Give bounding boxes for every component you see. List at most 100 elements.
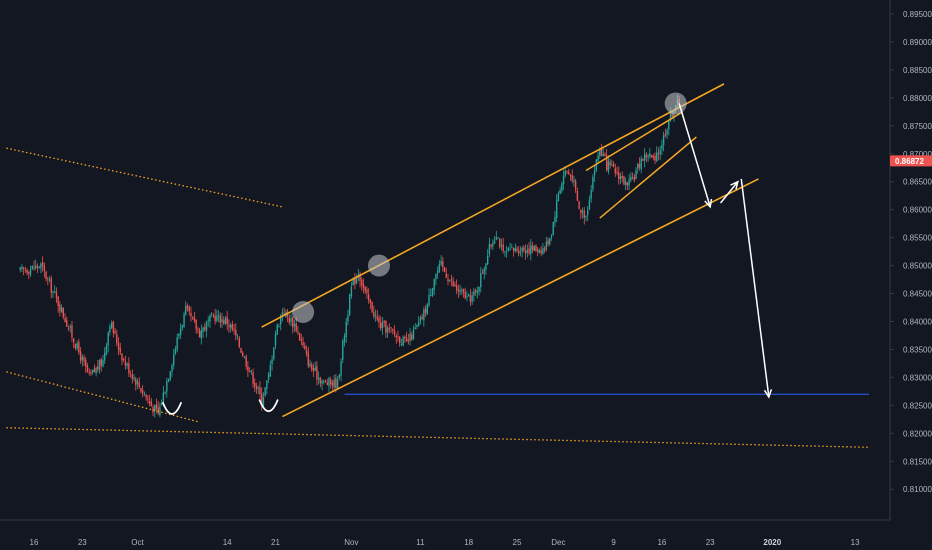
candle-body [355, 277, 358, 284]
time-axis[interactable]: 16 23 Oct 14 21 Nov 11 18 25 Dec 9 16 23 2020 13 [30, 538, 861, 547]
candle-body [198, 330, 201, 338]
candle-body [438, 264, 441, 272]
candle-body [537, 249, 539, 252]
candle-body [269, 364, 272, 377]
candle-body [223, 320, 225, 324]
candle-body [304, 345, 306, 350]
candle-body [181, 325, 184, 328]
candle-body [568, 172, 570, 174]
candle-body [671, 112, 673, 117]
wedge-lower-line [599, 136, 697, 219]
candle-body [141, 390, 144, 394]
candle-body [454, 284, 456, 287]
candle-body [554, 216, 556, 223]
candle-body [495, 236, 497, 240]
candle-body [452, 280, 454, 286]
candle-body [480, 273, 482, 288]
candle-body [399, 336, 401, 344]
candle-body [116, 334, 118, 344]
candle-body [635, 170, 637, 180]
candle-body [311, 364, 313, 370]
candle-body [662, 135, 665, 146]
candle-body [35, 265, 37, 269]
candle-body [302, 342, 304, 346]
candle-body [250, 371, 253, 372]
channel-upper-line [261, 83, 725, 328]
candle-body [630, 176, 632, 181]
dotted-trendline-bottom [6, 427, 869, 448]
candle-body [524, 250, 527, 254]
candle-body [40, 263, 42, 269]
candle-body [352, 279, 354, 286]
candle-body [580, 209, 582, 214]
x-tick-label: 23 [706, 538, 715, 547]
candle-body [359, 273, 361, 281]
candle-body [497, 237, 499, 239]
candle-body [195, 319, 197, 329]
y-tick-label: 0.83000 [903, 373, 932, 382]
candle-body [290, 318, 292, 322]
candle-body [205, 321, 208, 332]
candle-body [400, 344, 403, 345]
candle-body [419, 317, 422, 322]
candle-body [647, 155, 649, 158]
x-tick-label: Nov [344, 538, 358, 547]
candle-body [204, 327, 206, 330]
u-shape-marker [162, 402, 182, 415]
candle-body [248, 371, 251, 372]
candle-body [666, 130, 668, 135]
candle-body [652, 155, 654, 158]
candle-body [499, 238, 501, 248]
y-tick-label: 0.84000 [903, 318, 932, 327]
candle-body [650, 154, 653, 158]
candle-body [561, 183, 563, 192]
projection-arrow [678, 103, 711, 208]
candle-body [209, 315, 211, 322]
candle-body [435, 274, 437, 280]
candle-body [36, 265, 39, 268]
candle-body [423, 309, 425, 321]
candle-body [190, 312, 192, 317]
candle-body [119, 347, 121, 353]
candle-body [319, 378, 322, 384]
candle-body [236, 336, 239, 338]
candle-body [555, 200, 558, 219]
candle-body [107, 332, 109, 346]
candle-body [228, 324, 230, 327]
candle-body [628, 179, 630, 186]
candle-body [587, 209, 589, 216]
candle-body [642, 159, 644, 161]
candle-body [392, 329, 394, 331]
candle-body [376, 316, 378, 320]
candle-body [171, 365, 173, 372]
candle-body [100, 359, 102, 366]
candle-body [486, 255, 489, 265]
candle-body [471, 295, 473, 302]
candle-body [643, 153, 646, 161]
candle-body [159, 406, 161, 416]
candle-body [595, 159, 598, 171]
candle-body [585, 215, 587, 218]
candle-body [300, 338, 303, 341]
candle-body [123, 359, 125, 361]
candle-body [397, 336, 399, 338]
candle-body [292, 317, 294, 328]
candle-body [76, 343, 78, 349]
candle-body [55, 291, 58, 298]
candle-body [502, 244, 504, 251]
candle-body [321, 380, 323, 384]
candle-body [147, 398, 149, 400]
price-axis[interactable]: 0.89500 0.89000 0.88500 0.88000 0.87500 0.870… [890, 10, 932, 494]
y-tick-label: 0.82500 [903, 401, 932, 410]
candle-body [571, 175, 573, 181]
wedge-upper-line [585, 111, 683, 172]
candle-body [50, 278, 52, 293]
x-tick-label: Dec [551, 538, 565, 547]
candle-body [293, 324, 296, 327]
candle-body [254, 382, 256, 387]
candle-body [657, 152, 660, 154]
candle-body [255, 386, 258, 390]
candle-body [412, 329, 415, 340]
candle-body [607, 161, 610, 172]
